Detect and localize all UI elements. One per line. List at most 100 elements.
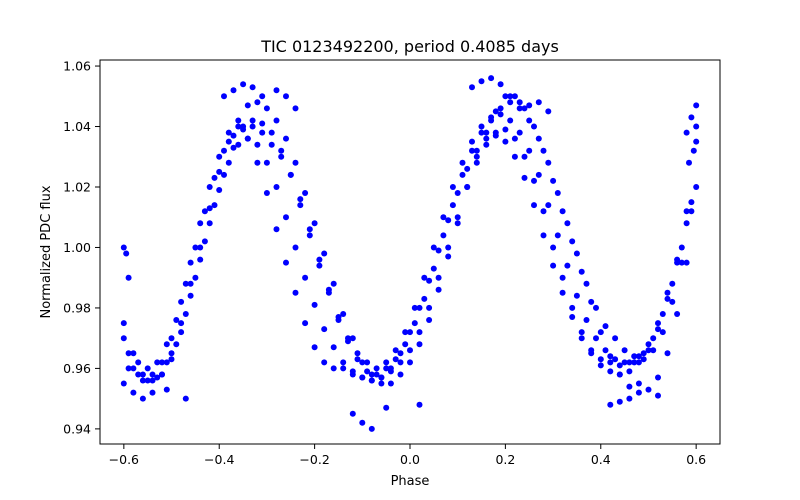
data-point [612, 335, 619, 342]
data-point [516, 99, 523, 106]
y-axis-label: Normalized PDC flux [39, 185, 54, 318]
data-point [511, 135, 518, 142]
data-point [139, 395, 146, 402]
data-point [383, 359, 390, 366]
data-point [593, 304, 599, 311]
data-point [635, 389, 642, 396]
data-point [178, 320, 185, 327]
data-point [135, 359, 142, 366]
data-point [225, 129, 232, 136]
data-point [235, 141, 242, 148]
data-point [478, 129, 485, 136]
data-point [297, 196, 304, 203]
data-point [125, 274, 132, 281]
data-point [459, 159, 466, 166]
data-point [130, 365, 137, 372]
data-point [235, 117, 242, 124]
data-point [683, 259, 690, 266]
data-point [502, 138, 509, 145]
data-point [626, 383, 633, 390]
data-point [693, 123, 700, 130]
data-point [554, 190, 561, 196]
data-point [488, 75, 495, 82]
data-point [593, 335, 599, 342]
data-point [387, 380, 394, 387]
data-point [559, 289, 566, 296]
data-point [416, 329, 423, 336]
data-point [650, 335, 657, 342]
data-point [349, 410, 356, 417]
data-point [454, 220, 461, 227]
data-point [507, 99, 514, 106]
data-point [154, 359, 161, 366]
data-point [690, 147, 697, 154]
data-point [263, 159, 270, 166]
data-point [392, 356, 399, 363]
data-point [597, 356, 604, 363]
data-point [159, 359, 165, 366]
data-point [693, 102, 700, 109]
data-point [135, 371, 142, 378]
data-point [531, 123, 537, 130]
data-point [221, 93, 227, 100]
y-tick-label: 0.94 [63, 421, 91, 436]
data-point [178, 329, 185, 336]
data-point [130, 389, 137, 396]
data-point [340, 311, 347, 317]
data-point [645, 347, 652, 354]
data-point [597, 362, 604, 369]
data-point [159, 371, 165, 378]
data-point [359, 374, 366, 381]
data-point [273, 117, 280, 124]
x-tick-label: 0.2 [495, 452, 515, 467]
y-tick-label: 1.06 [63, 59, 91, 74]
data-point [616, 371, 623, 378]
data-point [664, 295, 671, 302]
data-point [306, 232, 313, 239]
data-point [263, 190, 270, 196]
data-point [364, 368, 371, 375]
data-point [440, 214, 447, 221]
data-point [278, 153, 285, 160]
data-point [607, 359, 614, 366]
data-point [230, 87, 237, 94]
data-point [187, 259, 194, 266]
data-point [664, 350, 671, 357]
data-point [354, 356, 361, 363]
data-point [535, 99, 542, 106]
x-tick-label: −0.6 [109, 452, 139, 467]
data-point [354, 350, 361, 357]
data-point [531, 177, 537, 184]
data-point [216, 168, 223, 175]
data-point [206, 184, 213, 190]
data-point [521, 174, 528, 181]
data-point [686, 159, 692, 166]
data-point [516, 105, 523, 112]
data-point [383, 404, 390, 411]
data-point [540, 147, 547, 154]
data-point [430, 244, 437, 251]
data-point [678, 244, 685, 251]
data-point [497, 81, 504, 88]
y-tick-label: 0.96 [63, 361, 91, 376]
data-point [435, 247, 442, 254]
data-point [244, 102, 251, 109]
data-point [407, 329, 413, 336]
data-point [550, 177, 557, 184]
data-point [154, 374, 161, 381]
data-point [640, 356, 647, 363]
data-point [421, 274, 428, 281]
data-point [573, 250, 580, 257]
data-point [683, 129, 690, 136]
data-point [216, 187, 223, 193]
y-tick-label: 1.02 [63, 179, 91, 194]
data-point [545, 159, 552, 166]
data-point [454, 214, 461, 221]
data-point [120, 244, 127, 251]
data-point [521, 105, 528, 112]
data-point [345, 338, 351, 345]
data-point [206, 220, 213, 227]
data-point [678, 259, 685, 266]
data-point [321, 250, 328, 257]
